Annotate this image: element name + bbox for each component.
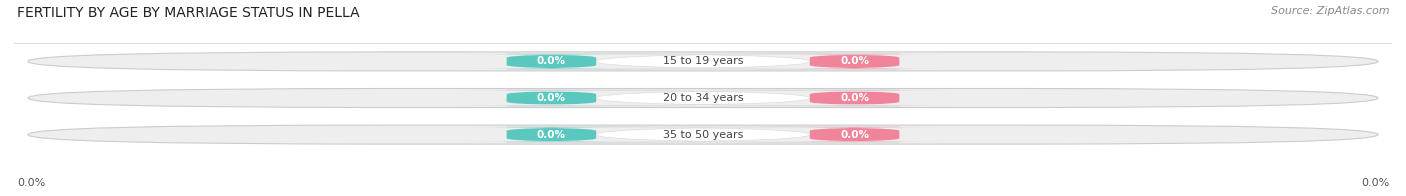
FancyBboxPatch shape bbox=[458, 91, 644, 105]
Text: 20 to 34 years: 20 to 34 years bbox=[662, 93, 744, 103]
Text: 0.0%: 0.0% bbox=[537, 93, 567, 103]
Text: 0.0%: 0.0% bbox=[839, 93, 869, 103]
FancyBboxPatch shape bbox=[506, 90, 900, 106]
FancyBboxPatch shape bbox=[506, 126, 900, 143]
FancyBboxPatch shape bbox=[28, 125, 1378, 144]
Text: FERTILITY BY AGE BY MARRIAGE STATUS IN PELLA: FERTILITY BY AGE BY MARRIAGE STATUS IN P… bbox=[17, 6, 360, 20]
Text: 0.0%: 0.0% bbox=[1361, 178, 1389, 188]
FancyBboxPatch shape bbox=[28, 88, 1378, 108]
Text: 35 to 50 years: 35 to 50 years bbox=[662, 130, 744, 140]
FancyBboxPatch shape bbox=[28, 52, 1378, 71]
Text: Source: ZipAtlas.com: Source: ZipAtlas.com bbox=[1271, 6, 1389, 16]
FancyBboxPatch shape bbox=[458, 127, 644, 142]
Text: 0.0%: 0.0% bbox=[839, 56, 869, 66]
FancyBboxPatch shape bbox=[458, 54, 644, 69]
Text: 15 to 19 years: 15 to 19 years bbox=[662, 56, 744, 66]
Text: 0.0%: 0.0% bbox=[537, 56, 567, 66]
Text: 0.0%: 0.0% bbox=[17, 178, 45, 188]
FancyBboxPatch shape bbox=[762, 127, 948, 142]
Text: 0.0%: 0.0% bbox=[839, 130, 869, 140]
Text: 0.0%: 0.0% bbox=[537, 130, 567, 140]
FancyBboxPatch shape bbox=[762, 54, 948, 69]
FancyBboxPatch shape bbox=[762, 91, 948, 105]
FancyBboxPatch shape bbox=[506, 53, 900, 70]
